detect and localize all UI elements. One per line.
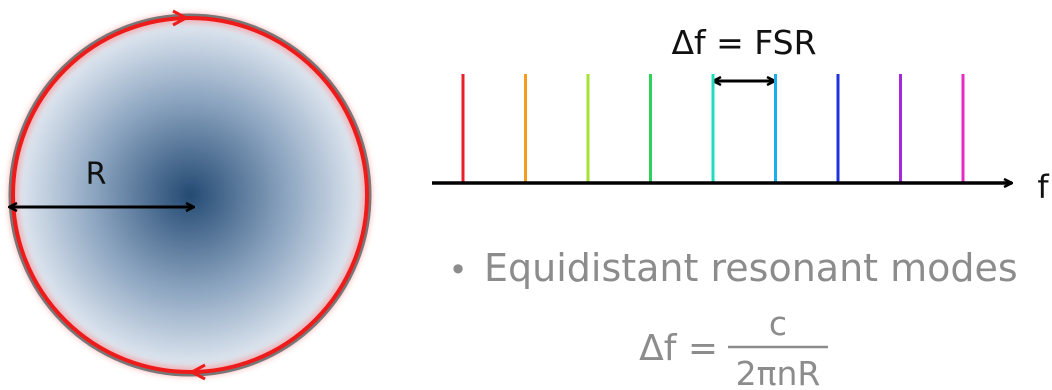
resonator-disk: R bbox=[8, 9, 372, 381]
formula-lhs: Δf = bbox=[639, 328, 718, 369]
formula-denominator: 2πnR bbox=[736, 354, 821, 390]
mode-lines bbox=[461, 74, 965, 183]
frequency-axis-label: f bbox=[1037, 168, 1049, 206]
disk-fill bbox=[10, 15, 370, 375]
fsr-label: Δf = FSR bbox=[671, 23, 816, 62]
fsr-formula: Δf = c 2πnR bbox=[639, 304, 828, 390]
formula-numerator: c bbox=[769, 304, 787, 343]
notes: • Equidistant resonant modes bbox=[449, 246, 1018, 290]
mode-spectrum: Δf = FSR f bbox=[432, 23, 1049, 206]
ring-direction-arrow-bottom bbox=[188, 363, 206, 381]
bullet-marker: • bbox=[449, 251, 468, 289]
ring-direction-arrow-top bbox=[172, 9, 190, 27]
disk-rim bbox=[8, 13, 372, 377]
radius-label: R bbox=[86, 157, 107, 192]
equidistant-note: Equidistant resonant modes bbox=[484, 246, 1018, 290]
